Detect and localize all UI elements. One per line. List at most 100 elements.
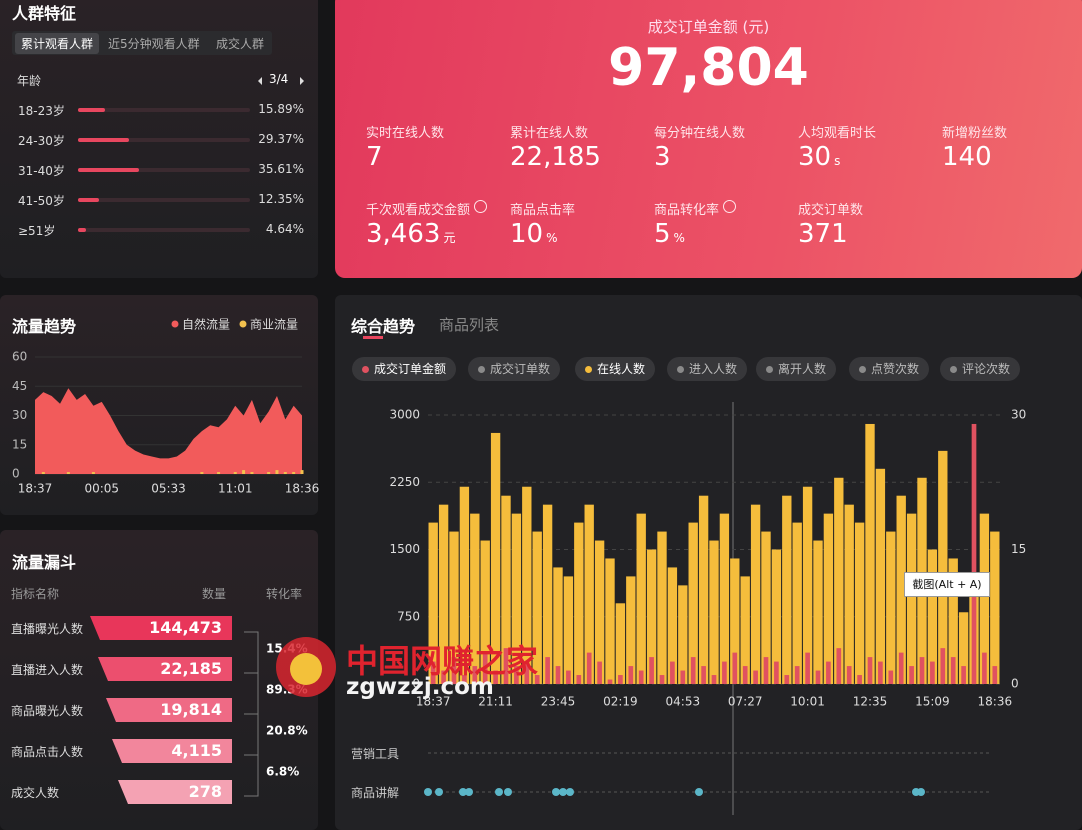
tab[interactable]: 商品列表 <box>439 316 500 334</box>
summary-panel <box>335 0 1082 278</box>
metric-label: 新增粉丝数 <box>942 126 1008 141</box>
metric-unit: % <box>673 231 685 245</box>
tab-underline <box>363 336 383 339</box>
metric-number: 7 <box>366 142 383 172</box>
chip[interactable]: 点赞次数 <box>849 357 930 381</box>
metric-value: 140 <box>942 142 992 172</box>
age-value: 12.35% <box>258 192 304 206</box>
metric-value: 10% <box>510 219 558 249</box>
tab[interactable]: 成交人群 <box>216 37 265 51</box>
age-track <box>78 228 250 232</box>
chip[interactable]: 在线人数 <box>575 357 656 381</box>
funnel-count: 278 <box>188 782 222 801</box>
funnel-bar <box>106 698 232 722</box>
pager: 3/4 <box>269 72 289 86</box>
age-value: 35.61% <box>258 162 304 176</box>
chip[interactable]: 成交订单金额 <box>352 357 457 381</box>
chip[interactable]: 成交订单数 <box>468 357 561 381</box>
metric-number: 140 <box>942 142 992 172</box>
chip-label: 评论次数 <box>962 362 1011 376</box>
age-track <box>78 198 250 202</box>
chip-dot <box>766 366 773 373</box>
age-label: 18-23岁 <box>18 104 65 118</box>
metric-number: 3 <box>654 142 671 172</box>
age-bar <box>78 138 129 142</box>
traffic-title: 流量趋势 <box>12 317 77 336</box>
metric-value: 3 <box>654 142 671 172</box>
metric-label: 千次观看成交金额 <box>366 203 471 218</box>
chip[interactable]: 评论次数 <box>940 357 1021 381</box>
metric-unit: s <box>834 154 841 168</box>
info-icon <box>723 200 737 213</box>
chip-dot <box>677 366 684 373</box>
tab[interactable]: 累计观看人群 <box>15 33 100 54</box>
funnel-label: 直播曝光人数 <box>11 622 84 636</box>
funnel-bar <box>118 780 232 804</box>
metric-number: 10 <box>510 219 544 249</box>
chip-label: 成交订单数 <box>490 362 551 376</box>
chip-label: 离开人数 <box>778 362 827 376</box>
metric-number: 5 <box>654 219 671 249</box>
metric-label: 商品转化率 <box>654 203 720 218</box>
age-label: 41-50岁 <box>18 194 65 208</box>
metric-number: 30 <box>798 142 832 172</box>
age-value: 15.89% <box>258 102 304 116</box>
metric-value: 7 <box>366 142 383 172</box>
summary-title: 成交订单金额 (元) <box>647 18 770 36</box>
metric-value: 30 s <box>798 142 840 172</box>
metric-value: 3,463 元 <box>366 219 455 249</box>
chip-label: 点赞次数 <box>871 362 920 376</box>
metric-label: 累计在线人数 <box>510 126 589 141</box>
metric-label: 商品点击率 <box>510 203 576 218</box>
metric-value: 371 <box>798 219 848 249</box>
funnel-bar <box>98 657 232 681</box>
funnel-header: 数量 <box>202 587 227 601</box>
funnel-count: 4,115 <box>171 741 222 760</box>
funnel-bar <box>90 616 232 640</box>
funnel-count: 19,814 <box>160 700 222 719</box>
chip-label: 进入人数 <box>689 362 738 376</box>
metric-unit: 元 <box>443 231 456 245</box>
age-value: 4.64% <box>265 222 304 236</box>
age-track <box>78 168 250 172</box>
metric-number: 371 <box>798 219 848 249</box>
chip-dot <box>362 366 369 373</box>
age-track <box>78 108 250 112</box>
info-icon <box>474 200 488 213</box>
tab[interactable]: 近5分钟观看人群 <box>108 37 200 51</box>
chip[interactable]: 进入人数 <box>667 357 748 381</box>
age-track <box>78 138 250 142</box>
chip[interactable]: 离开人数 <box>756 357 837 381</box>
funnel-header: 指标名称 <box>11 587 60 601</box>
row-label: 营销工具 <box>351 747 400 761</box>
funnel-title: 流量漏斗 <box>12 553 77 572</box>
chip-dot <box>950 366 957 373</box>
tab[interactable]: 综合趋势 <box>351 317 416 336</box>
metric-label: 实时在线人数 <box>366 126 445 141</box>
metric-value: 22,185 <box>510 142 601 172</box>
watermark-name: 中国网赚之家 <box>346 642 539 680</box>
age-label: 31-40岁 <box>18 164 65 178</box>
tooltip: 截图(Alt + A) <box>904 572 990 597</box>
metric-number: 3,463 <box>366 219 441 249</box>
age-bar <box>78 108 106 112</box>
metric-number: 22,185 <box>510 142 601 172</box>
age-value: 29.37% <box>258 132 304 146</box>
summary-value: 97,804 <box>608 38 809 98</box>
metric-unit: % <box>546 231 558 245</box>
chip-dot <box>585 366 592 373</box>
metric-value: 5% <box>654 219 685 249</box>
metric-label: 成交订单数 <box>798 203 864 218</box>
metric-label: 每分钟在线人数 <box>654 126 746 141</box>
age-bar <box>78 198 100 202</box>
funnel-label: 商品点击人数 <box>11 745 84 759</box>
funnel-header: 转化率 <box>266 587 303 601</box>
funnel-label: 直播进入人数 <box>11 663 84 677</box>
metric-label: 人均观看时长 <box>798 126 877 141</box>
chip-label: 成交订单金额 <box>374 362 447 376</box>
funnel-label: 商品曝光人数 <box>11 704 84 718</box>
age-label: 年龄 <box>17 74 42 88</box>
funnel-bar <box>112 739 232 763</box>
chip-label: 在线人数 <box>597 362 646 376</box>
